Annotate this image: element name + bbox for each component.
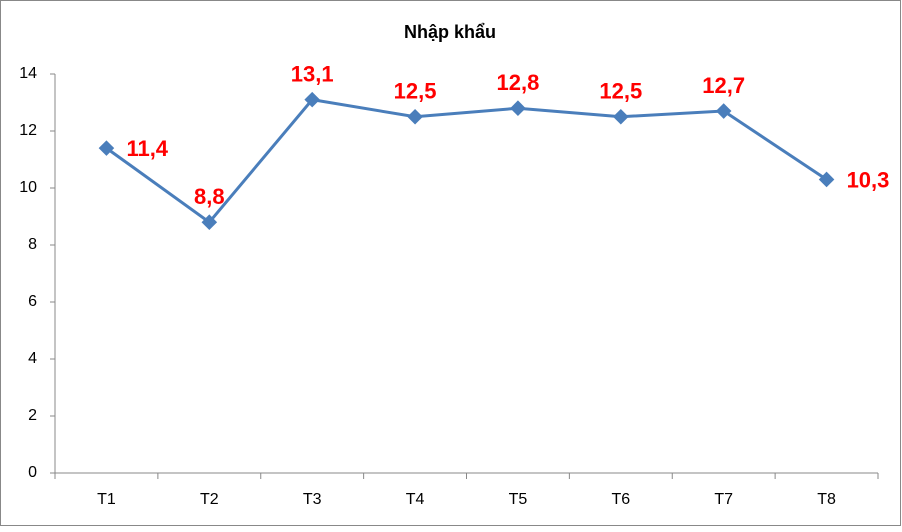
value-label: 10,3 xyxy=(847,167,890,192)
x-tick-label: T3 xyxy=(303,491,322,508)
marker xyxy=(818,171,835,188)
x-tick-label: T2 xyxy=(200,491,219,508)
y-tick-label: 12 xyxy=(19,122,37,139)
y-tick-label: 2 xyxy=(28,407,37,424)
x-tick-label: T7 xyxy=(714,491,733,508)
x-tick-label: T1 xyxy=(97,491,116,508)
y-tick-label: 4 xyxy=(28,350,37,367)
value-label: 12,7 xyxy=(702,73,745,98)
x-tick-label: T8 xyxy=(817,491,836,508)
chart-title: Nhập khẩu xyxy=(404,22,496,42)
marker xyxy=(201,214,218,230)
value-label: 11,4 xyxy=(126,136,168,161)
x-tick-label: T4 xyxy=(406,491,425,508)
marker xyxy=(98,140,115,156)
y-tick-label: 0 xyxy=(28,464,37,481)
value-label: 12,8 xyxy=(497,70,540,95)
x-tick-label: T5 xyxy=(509,491,528,508)
y-tick-label: 14 xyxy=(19,65,37,82)
value-label: 8,8 xyxy=(194,184,225,209)
x-tick-label: T6 xyxy=(611,491,630,508)
line xyxy=(105,98,828,225)
value-label: 12,5 xyxy=(394,79,437,104)
value-label: 12,5 xyxy=(599,79,642,104)
y-tick-label: 10 xyxy=(19,179,37,196)
y-tick-label: 6 xyxy=(28,293,37,310)
y-tick-label: 8 xyxy=(28,236,37,253)
value-label: 13,1 xyxy=(291,61,334,86)
